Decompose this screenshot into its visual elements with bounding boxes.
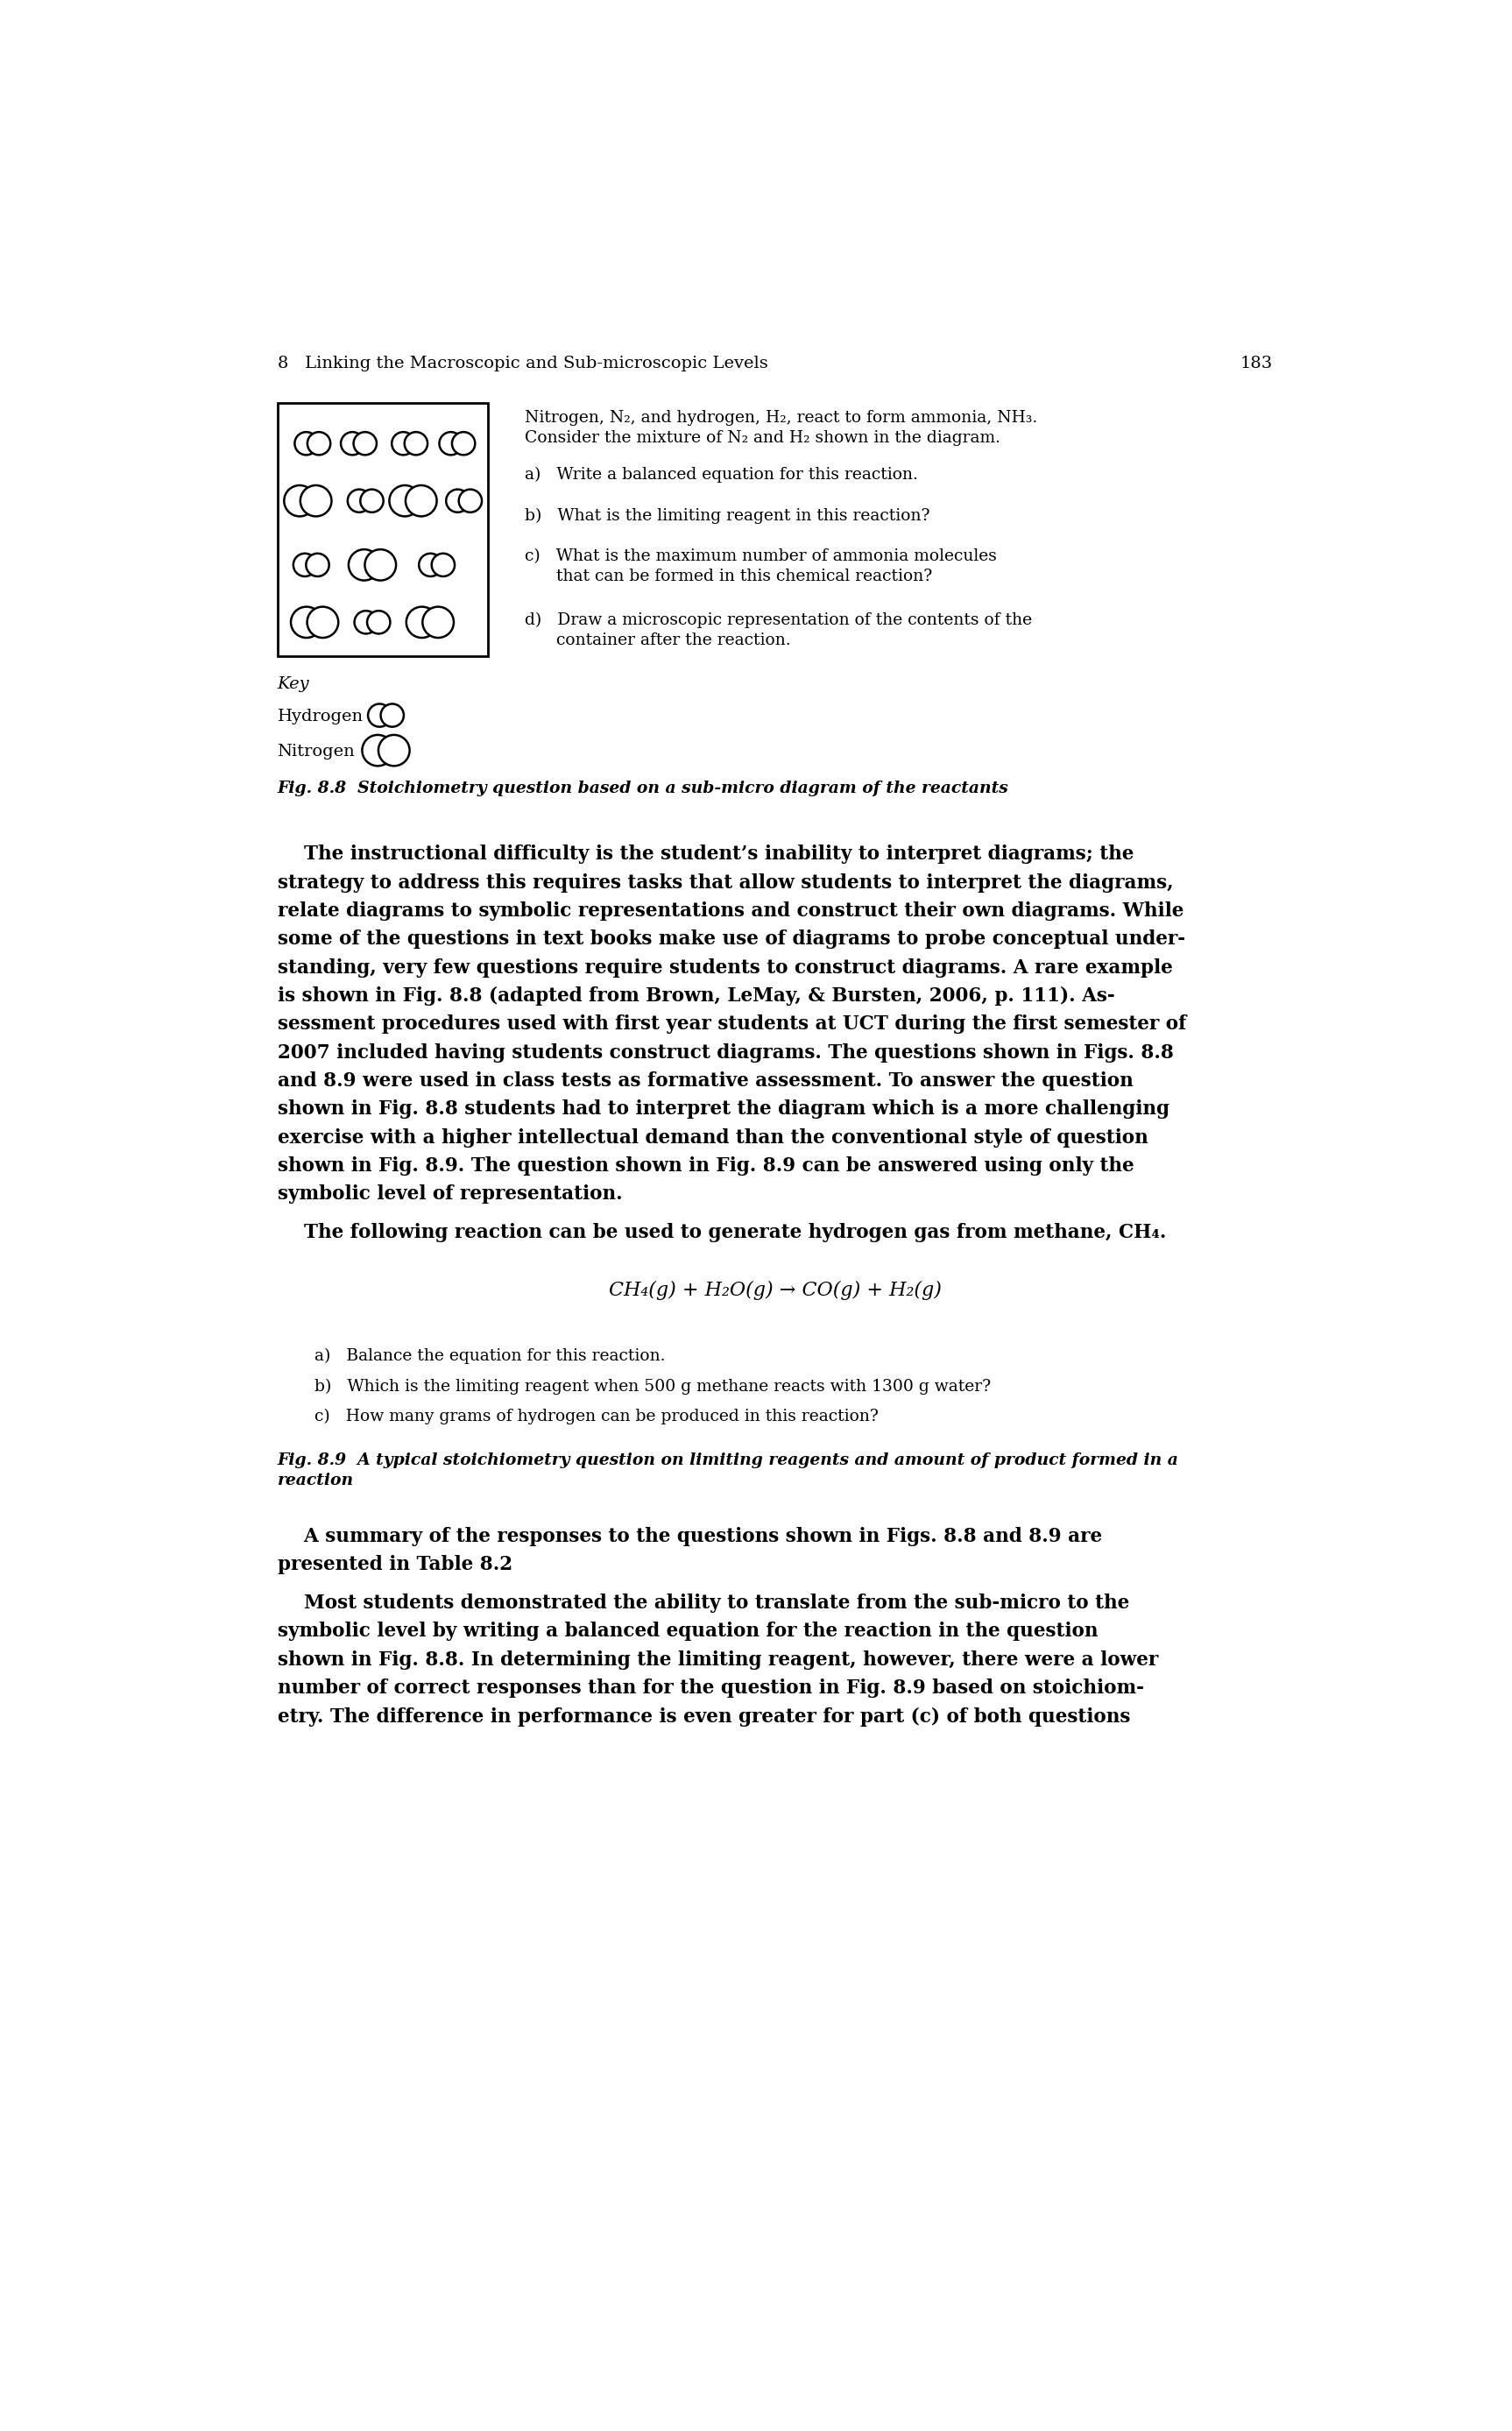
Circle shape	[392, 433, 414, 455]
Circle shape	[305, 554, 330, 576]
Text: Fig. 8.9  A typical stoichiometry question on limiting reagents and amount of pr: Fig. 8.9 A typical stoichiometry questio…	[277, 1454, 1178, 1468]
Circle shape	[389, 486, 420, 515]
Text: Consider the mixture of N₂ and H₂ shown in the diagram.: Consider the mixture of N₂ and H₂ shown …	[525, 430, 1001, 445]
Text: Key: Key	[277, 676, 310, 693]
Circle shape	[364, 549, 396, 581]
Circle shape	[452, 433, 475, 455]
Bar	[277, 404, 488, 656]
Circle shape	[446, 489, 469, 513]
Circle shape	[293, 554, 316, 576]
Text: Nitrogen: Nitrogen	[277, 744, 355, 758]
Text: reaction: reaction	[277, 1473, 354, 1488]
Circle shape	[363, 734, 393, 766]
Circle shape	[367, 705, 392, 727]
Text: 8   Linking the Macroscopic and Sub-microscopic Levels: 8 Linking the Macroscopic and Sub-micros…	[277, 355, 768, 372]
Circle shape	[407, 608, 437, 637]
Text: c)   How many grams of hydrogen can be produced in this reaction?: c) How many grams of hydrogen can be pro…	[314, 1410, 878, 1425]
Circle shape	[295, 433, 318, 455]
Circle shape	[381, 705, 404, 727]
Text: Nitrogen, N₂, and hydrogen, H₂, react to form ammonia, NH₃.: Nitrogen, N₂, and hydrogen, H₂, react to…	[525, 411, 1037, 425]
Text: that can be formed in this chemical reaction?: that can be formed in this chemical reac…	[525, 569, 933, 583]
Text: shown in Fig. 8.8 students had to interpret the diagram which is a more challeng: shown in Fig. 8.8 students had to interp…	[277, 1099, 1169, 1118]
Text: symbolic level by writing a balanced equation for the reaction in the question: symbolic level by writing a balanced equ…	[277, 1621, 1098, 1641]
Circle shape	[307, 433, 331, 455]
Text: some of the questions in text books make use of diagrams to probe conceptual und: some of the questions in text books make…	[277, 929, 1185, 948]
Text: standing, very few questions require students to construct diagrams. A rare exam: standing, very few questions require stu…	[277, 958, 1172, 977]
Text: sessment procedures used with first year students at UCT during the first semest: sessment procedures used with first year…	[277, 1014, 1185, 1033]
Circle shape	[307, 608, 339, 637]
Text: 183: 183	[1240, 355, 1273, 372]
Text: d)   Draw a microscopic representation of the contents of the: d) Draw a microscopic representation of …	[525, 613, 1033, 627]
Circle shape	[284, 486, 316, 515]
Circle shape	[405, 486, 437, 515]
Text: a)   Balance the equation for this reaction.: a) Balance the equation for this reactio…	[314, 1349, 665, 1364]
Text: etry. The difference in performance is even greater for part (c) of both questio: etry. The difference in performance is e…	[277, 1707, 1129, 1726]
Text: CH₄(g) + H₂O(g) → CO(g) + H₂(g): CH₄(g) + H₂O(g) → CO(g) + H₂(g)	[608, 1281, 942, 1301]
Text: The instructional difficulty is the student’s inability to interpret diagrams; t: The instructional difficulty is the stud…	[277, 846, 1134, 863]
Text: b)   What is the limiting reagent in this reaction?: b) What is the limiting reagent in this …	[525, 508, 930, 523]
Text: shown in Fig. 8.8. In determining the limiting reagent, however, there were a lo: shown in Fig. 8.8. In determining the li…	[277, 1651, 1158, 1670]
Text: strategy to address this requires tasks that allow students to interpret the dia: strategy to address this requires tasks …	[277, 873, 1173, 892]
Text: A summary of the responses to the questions shown in Figs. 8.8 and 8.9 are: A summary of the responses to the questi…	[277, 1527, 1102, 1546]
Circle shape	[354, 610, 378, 634]
Text: Fig. 8.8  Stoichiometry question based on a sub-micro diagram of the reactants: Fig. 8.8 Stoichiometry question based on…	[277, 780, 1009, 797]
Circle shape	[422, 608, 454, 637]
Text: container after the reaction.: container after the reaction.	[525, 632, 791, 649]
Text: presented in Table 8.2: presented in Table 8.2	[277, 1556, 513, 1575]
Circle shape	[458, 489, 482, 513]
Text: Most students demonstrated the ability to translate from the sub-micro to the: Most students demonstrated the ability t…	[277, 1595, 1129, 1612]
Circle shape	[440, 433, 463, 455]
Text: c)   What is the maximum number of ammonia molecules: c) What is the maximum number of ammonia…	[525, 547, 996, 564]
Text: Hydrogen: Hydrogen	[277, 707, 363, 724]
Text: number of correct responses than for the question in Fig. 8.9 based on stoichiom: number of correct responses than for the…	[277, 1677, 1143, 1697]
Circle shape	[290, 608, 322, 637]
Circle shape	[301, 486, 331, 515]
Circle shape	[378, 734, 410, 766]
Text: b)   Which is the limiting reagent when 500 g methane reacts with 1300 g water?: b) Which is the limiting reagent when 50…	[314, 1378, 990, 1395]
Circle shape	[404, 433, 428, 455]
Text: shown in Fig. 8.9. The question shown in Fig. 8.9 can be answered using only the: shown in Fig. 8.9. The question shown in…	[277, 1157, 1134, 1177]
Circle shape	[340, 433, 364, 455]
Circle shape	[349, 549, 380, 581]
Circle shape	[354, 433, 376, 455]
Text: 2007 included having students construct diagrams. The questions shown in Figs. 8: 2007 included having students construct …	[277, 1043, 1173, 1062]
Circle shape	[419, 554, 442, 576]
Text: a)   Write a balanced equation for this reaction.: a) Write a balanced equation for this re…	[525, 467, 918, 484]
Text: The following reaction can be used to generate hydrogen gas from methane, CH₄.: The following reaction can be used to ge…	[277, 1223, 1166, 1242]
Text: relate diagrams to symbolic representations and construct their own diagrams. Wh: relate diagrams to symbolic representati…	[277, 902, 1184, 921]
Text: symbolic level of representation.: symbolic level of representation.	[277, 1184, 621, 1203]
Circle shape	[367, 610, 390, 634]
Circle shape	[431, 554, 455, 576]
Circle shape	[348, 489, 370, 513]
Text: exercise with a higher intellectual demand than the conventional style of questi: exercise with a higher intellectual dema…	[277, 1128, 1148, 1147]
Text: is shown in Fig. 8.8 (adapted from Brown, LeMay, & Bursten, 2006, p. 111). As-: is shown in Fig. 8.8 (adapted from Brown…	[277, 987, 1114, 1006]
Text: and 8.9 were used in class tests as formative assessment. To answer the question: and 8.9 were used in class tests as form…	[277, 1072, 1132, 1092]
Circle shape	[360, 489, 384, 513]
